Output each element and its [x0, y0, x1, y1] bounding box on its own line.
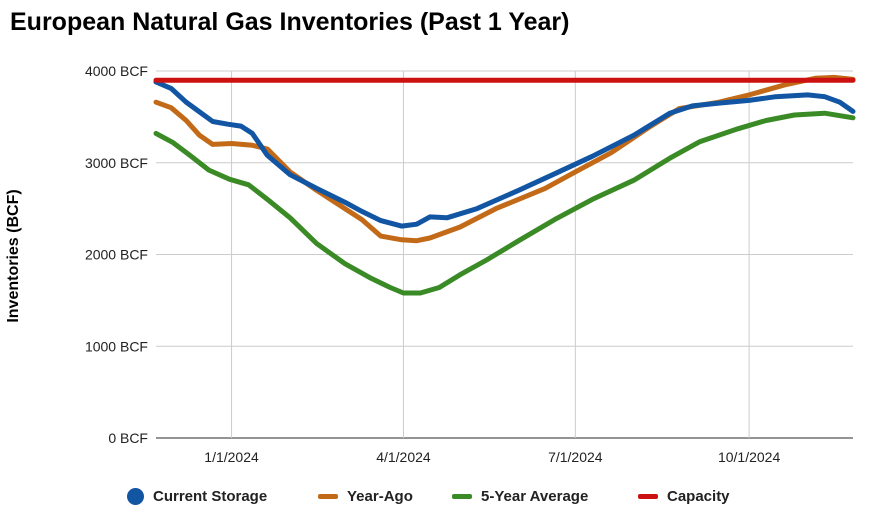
y-tick-label: 2000 BCF — [85, 247, 148, 263]
legend-label-capacity: Capacity — [667, 487, 730, 505]
x-tick-label: 7/1/2024 — [548, 449, 603, 465]
series-line-current-storage — [153, 79, 856, 229]
legend-marker-5-year-average — [452, 493, 472, 499]
legend-marker-current-storage — [127, 487, 144, 505]
x-tick-label: 4/1/2024 — [376, 449, 431, 465]
legend-marker-capacity — [638, 493, 658, 499]
legend: Current Storage Year-Ago 5-Year Average … — [0, 484, 881, 508]
legend-label-5-year-average: 5-Year Average — [481, 487, 589, 505]
y-tick-label: 1000 BCF — [85, 338, 148, 354]
series-line-5-year-average — [153, 110, 856, 296]
legend-item-5-year-average: 5-Year Average — [452, 484, 588, 508]
y-tick-label: 3000 BCF — [85, 155, 148, 171]
legend-item-capacity: Capacity — [638, 484, 730, 508]
chart-title: European Natural Gas Inventories (Past 1… — [10, 8, 570, 36]
legend-item-year-ago: Year-Ago — [318, 484, 413, 508]
y-tick-label: 4000 BCF — [85, 63, 148, 79]
legend-label-year-ago: Year-Ago — [347, 487, 413, 505]
legend-label-current-storage: Current Storage — [153, 487, 268, 505]
x-tick-label: 10/1/2024 — [718, 449, 780, 465]
legend-marker-year-ago — [318, 493, 338, 499]
y-tick-label: 0 BCF — [108, 430, 148, 446]
legend-item-current-storage: Current Storage — [127, 484, 267, 508]
x-tick-label: 1/1/2024 — [204, 449, 259, 465]
